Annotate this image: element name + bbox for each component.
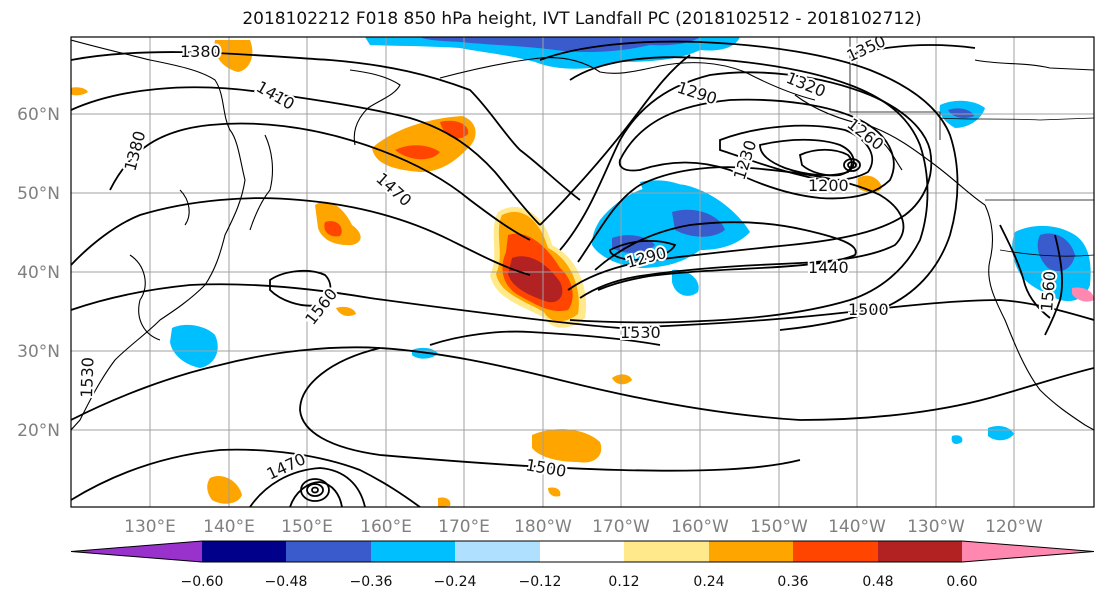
map-panel: 1380 1410 1380 1470 1560 1530 1290 1320 …: [70, 36, 1095, 508]
colorbar-tick-labels: −0.60 −0.48 −0.36 −0.24 −0.12 0.12 0.24 …: [181, 574, 978, 590]
colorbar-tick-label: 0.36: [777, 574, 808, 590]
colorbar-segment: [709, 541, 793, 562]
lat-tick-labels: 60°N 50°N 40°N 30°N 20°N: [17, 105, 60, 441]
lon-tick-label: 180°W: [514, 517, 572, 537]
lon-tick-label: 120°W: [985, 517, 1043, 537]
colorbar-tick-label: 0.24: [693, 574, 724, 590]
lon-tick-label: 170°E: [438, 517, 490, 537]
colorbar-segment: [71, 541, 202, 562]
lon-tick-label: 160°E: [360, 517, 412, 537]
colorbar-segment: [202, 541, 286, 562]
lat-tick-label: 60°N: [17, 105, 60, 125]
lon-tick-label: 130°W: [907, 517, 965, 537]
lat-tick-label: 20°N: [17, 421, 60, 441]
colorbar-outline: [70, 540, 1095, 563]
colorbar-segment: [624, 541, 709, 562]
contour-label: 1440: [808, 258, 849, 277]
contour-label: 1560: [1037, 270, 1059, 312]
lon-tick-label: 130°E: [124, 517, 176, 537]
colorbar-tick-label: −0.48: [265, 574, 308, 590]
height-contours: [71, 40, 1094, 507]
colorbar-segment: [540, 541, 624, 562]
contour-label: 1380: [180, 42, 221, 61]
map-frame: [70, 36, 1095, 508]
contour-label: 1530: [620, 323, 661, 342]
lon-tick-labels: 130°E 140°E 150°E 160°E 170°E 180°W 170°…: [124, 517, 1043, 537]
contour-label: 1530: [77, 357, 97, 398]
figure-title: 2018102212 F018 850 hPa height, IVT Land…: [242, 9, 921, 29]
political-boundaries: [849, 37, 1094, 257]
contour-label: 1500: [848, 300, 889, 319]
colorbar-segment: [793, 541, 878, 562]
colorbar-segment: [286, 541, 371, 562]
lon-tick-label: 150°W: [750, 517, 808, 537]
colorbar-tick-label: 0.60: [946, 574, 977, 590]
colorbar-segment: [455, 541, 540, 562]
lon-tick-label: 170°W: [592, 517, 650, 537]
lon-tick-label: 140°E: [203, 517, 255, 537]
colorbar-tick-label: 0.48: [862, 574, 893, 590]
colorbar: [70, 540, 1095, 563]
ivt-positive-shading: [71, 40, 882, 507]
contour-label: 1200: [808, 176, 849, 195]
lon-tick-label: 150°E: [281, 517, 333, 537]
lat-tick-label: 40°N: [17, 263, 60, 283]
lat-tick-label: 30°N: [17, 342, 60, 362]
lat-tick-label: 50°N: [17, 184, 60, 204]
colorbar-tick-label: −0.12: [519, 574, 562, 590]
colorbar-tick-label: 0.12: [608, 574, 639, 590]
coastlines: [71, 39, 1094, 431]
colorbar-tick-label: −0.60: [181, 574, 224, 590]
colorbar-tick-label: −0.36: [350, 574, 393, 590]
lon-tick-label: 160°W: [671, 517, 729, 537]
colorbar-segment: [371, 541, 455, 562]
colorbar-segment: [878, 541, 962, 562]
colorbar-segment: [962, 541, 1094, 562]
lon-tick-label: 140°W: [828, 517, 886, 537]
colorbar-tick-label: −0.24: [434, 574, 477, 590]
